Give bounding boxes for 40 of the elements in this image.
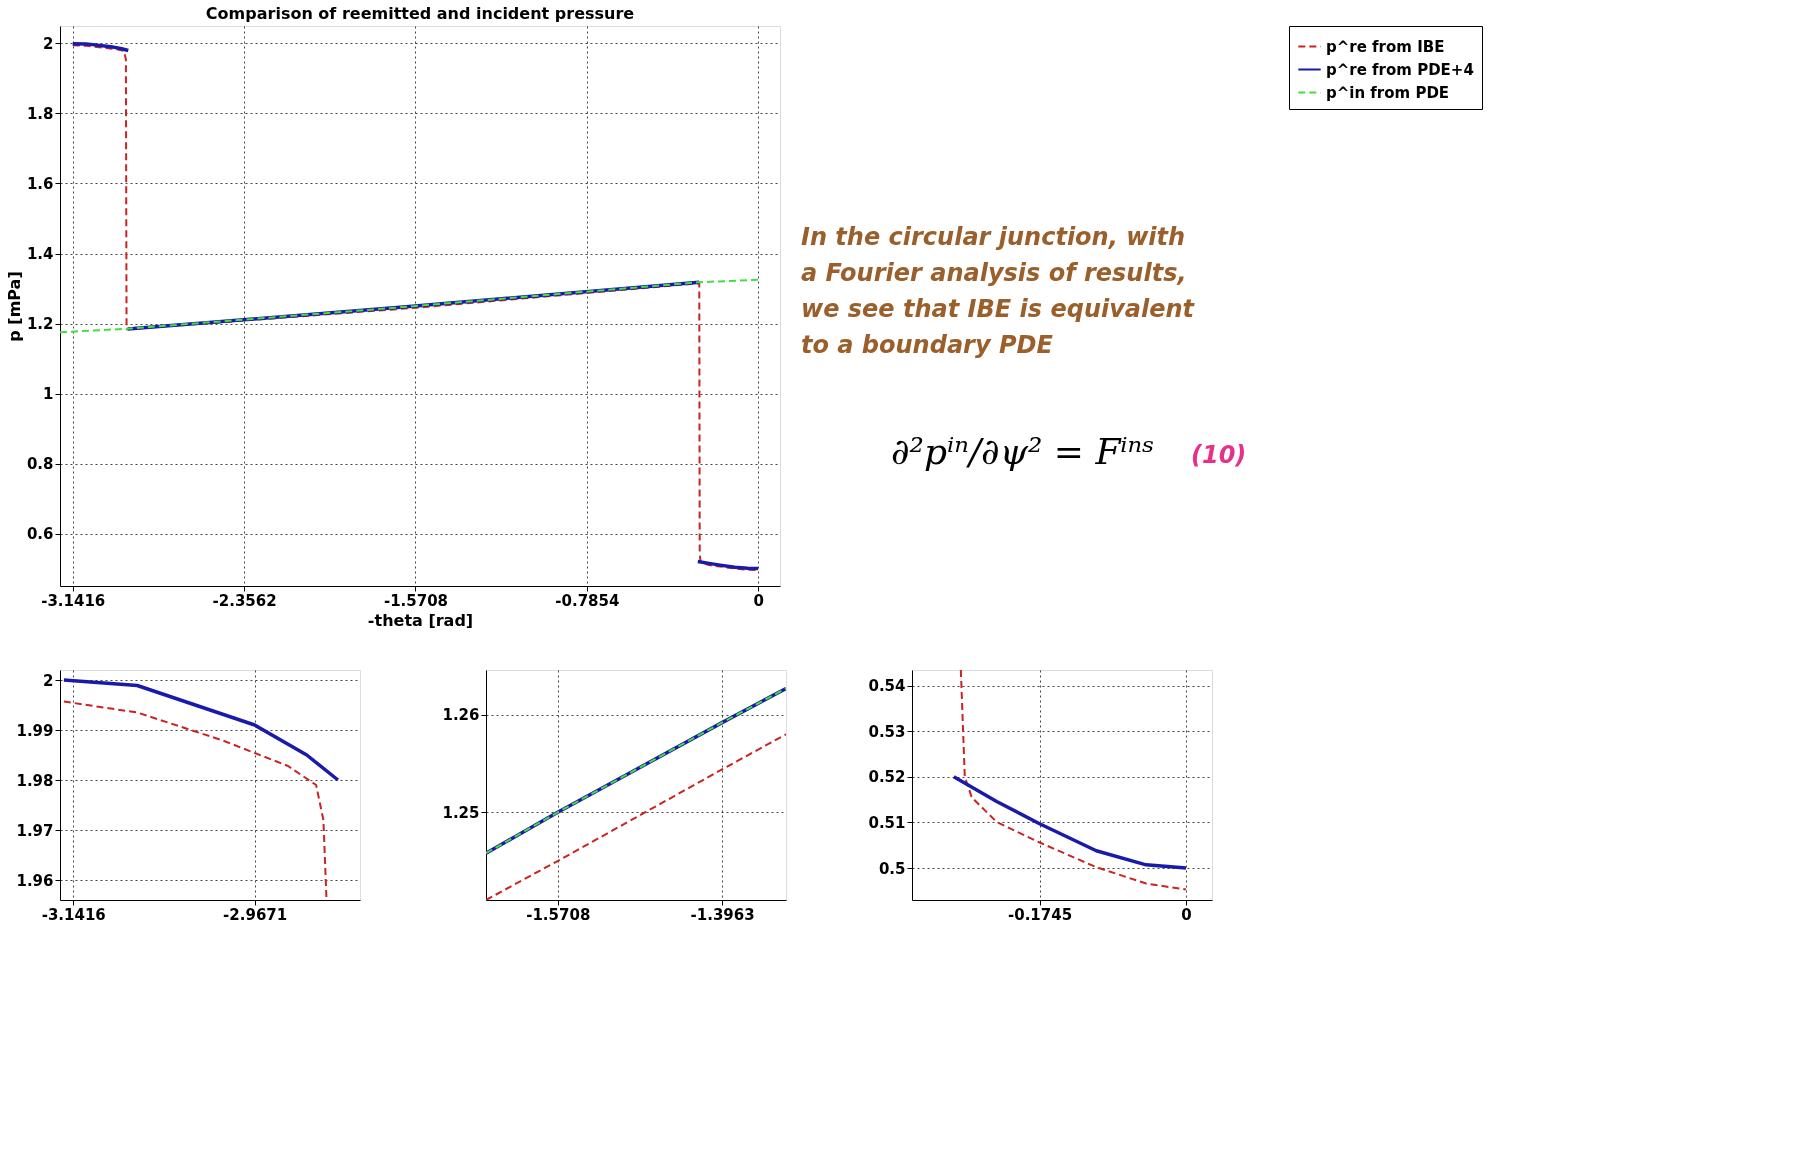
y-tick-label: 1.6 — [26, 175, 54, 193]
text: In the circular junction, with a Fourier analysis of results, we see that IBE is equivalent to a boundary PDE — [801, 223, 1196, 359]
x-tick-label: 0 — [753, 591, 764, 610]
y-tick-label: 1 — [43, 385, 54, 403]
y-tick-label: 1.26 — [442, 706, 480, 725]
x-tick-label: -2.9671 — [223, 905, 288, 924]
y-tick-label: 1.99 — [16, 721, 54, 740]
text: ∂²pⁱⁿ/∂ψ² = Fⁱⁿˢ — [891, 431, 1155, 472]
y-tick-label: 1.4 — [26, 245, 54, 263]
y-tick-label: 2 — [43, 35, 54, 53]
y-tick-label: 0.5 — [878, 859, 906, 878]
y-tick-label: 0.51 — [868, 813, 906, 832]
y-tick-label: 0.53 — [868, 722, 906, 741]
text: (10) — [1191, 441, 1247, 469]
x-tick-label: 0 — [1181, 905, 1192, 924]
legend-label: p^re from IBE — [1326, 37, 1445, 56]
y-tick-label: 0.52 — [868, 768, 906, 787]
x-tick-label: -1.3963 — [690, 905, 755, 924]
y-tick-label: 0.54 — [868, 677, 906, 696]
x-tick-label: -2.3562 — [212, 591, 277, 610]
y-tick-label: 1.25 — [442, 803, 480, 822]
y-tick-label: 0.8 — [26, 455, 54, 473]
chart-title: Comparison of reemitted and incident pressure — [205, 4, 635, 23]
legend-label: p^in from PDE — [1326, 83, 1450, 102]
x-axis-title: -theta [rad] — [367, 610, 474, 630]
x-tick-label: -0.7854 — [555, 591, 620, 610]
x-tick-label: -1.5708 — [383, 591, 449, 610]
legend-label: p^re from PDE+4 — [1326, 60, 1474, 79]
y-tick-label: 2 — [43, 671, 54, 690]
y-axis-title: p [mPa] — [4, 271, 24, 342]
y-tick-label: 0.6 — [26, 525, 54, 543]
y-tick-label: 1.96 — [16, 871, 54, 890]
y-tick-label: 1.2 — [26, 315, 54, 333]
y-tick-label: 1.97 — [16, 821, 54, 840]
y-tick-label: 1.8 — [26, 105, 54, 123]
x-tick-label: -0.1745 — [1008, 905, 1073, 924]
x-tick-label: -3.1416 — [41, 591, 106, 610]
y-tick-label: 1.98 — [16, 771, 54, 790]
x-tick-label: -1.5708 — [526, 905, 591, 924]
x-tick-label: -3.1416 — [41, 905, 106, 924]
